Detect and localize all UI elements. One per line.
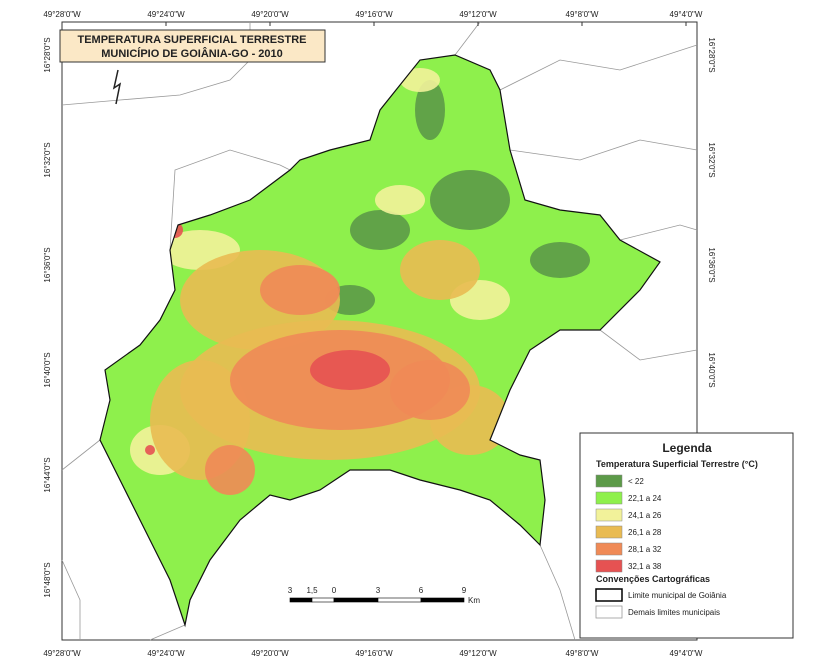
longitude-label: 49°16'0"W [355, 10, 393, 19]
scale-label: 3 [288, 586, 293, 595]
temperature-zone [350, 210, 410, 250]
legend-swatch [595, 559, 623, 573]
scale-unit: Km [468, 596, 480, 605]
temperature-zone [310, 350, 390, 390]
scale-label: 9 [462, 586, 467, 595]
title: MUNICÍPIO DE GOIÂNIA-GO - 2010 [101, 47, 283, 60]
legend-label: 32,1 a 38 [628, 562, 662, 571]
convention-label: Demais limites municipais [628, 608, 720, 617]
longitude-label: 49°16'0"W [355, 649, 393, 658]
temperature-zone [205, 445, 255, 495]
temperature-zone [375, 185, 425, 215]
scale-label: 6 [419, 586, 424, 595]
conventions-title: Convenções Cartográficas [596, 574, 710, 584]
latitude-label: 16°36'0"S [707, 247, 716, 282]
temperature-zone [260, 265, 340, 315]
scale-segment [420, 597, 465, 603]
temperature-zone [415, 80, 445, 140]
legend-subtitle: Temperatura Superficial Terrestre (°C) [596, 459, 758, 469]
latitude-label: 16°32'0"S [707, 142, 716, 177]
longitude-label: 49°24'0"W [147, 10, 185, 19]
longitude-label: 49°12'0"W [459, 10, 497, 19]
legend-swatch [595, 525, 623, 539]
legend-swatch [595, 508, 623, 522]
legend-label: 26,1 a 28 [628, 528, 662, 537]
scale-segment [377, 597, 422, 603]
scale-label: 0 [332, 586, 337, 595]
longitude-label: 49°28'0"W [43, 649, 81, 658]
temperature-zone [400, 240, 480, 300]
temperature-zone [430, 170, 510, 230]
legend-label: < 22 [628, 477, 644, 486]
longitude-label: 49°20'0"W [251, 10, 289, 19]
longitude-label: 49°4'0"W [670, 10, 703, 19]
temperature-zone [390, 360, 470, 420]
longitude-label: 49°20'0"W [251, 649, 289, 658]
legend-swatch [595, 474, 623, 488]
longitude-label: 49°4'0"W [670, 649, 703, 658]
temperature-zone [530, 242, 590, 278]
scale-segment [333, 597, 379, 603]
scale-segment [289, 597, 313, 603]
longitude-label: 49°8'0"W [566, 10, 599, 19]
latitude-label: 16°40'0"S [707, 352, 716, 387]
longitude-label: 49°8'0"W [566, 649, 599, 658]
legend-label: 24,1 a 26 [628, 511, 662, 520]
scale-label: 3 [376, 586, 381, 595]
latitude-label: 16°40'0"S [43, 352, 52, 387]
latitude-label: 16°44'0"S [43, 457, 52, 492]
longitude-label: 49°24'0"W [147, 649, 185, 658]
north-arrow [112, 69, 122, 105]
latitude-label: 16°32'0"S [43, 142, 52, 177]
temperature-zone [145, 445, 155, 455]
title-box [59, 29, 326, 63]
legend-title: Legenda [662, 441, 712, 455]
convention-swatch [595, 605, 623, 619]
latitude-label: 16°28'0"S [707, 37, 716, 72]
convention-swatch [595, 588, 623, 602]
legend-label: 22,1 a 24 [628, 494, 662, 503]
scale-segment [311, 597, 335, 603]
longitude-label: 49°28'0"W [43, 10, 81, 19]
scale-label: 1,5 [306, 586, 318, 595]
temperature-zone [400, 68, 440, 92]
longitude-label: 49°12'0"W [459, 649, 497, 658]
legend-swatch [595, 542, 623, 556]
legend-label: 28,1 a 32 [628, 545, 662, 554]
latitude-label: 16°36'0"S [43, 247, 52, 282]
legend-swatch [595, 491, 623, 505]
latitude-label: 16°48'0"S [43, 562, 52, 597]
convention-label: Limite municipal de Goiânia [628, 591, 727, 600]
latitude-label: 16°28'0"S [43, 37, 52, 72]
title: TEMPERATURA SUPERFICIAL TERRESTRE [78, 34, 307, 46]
